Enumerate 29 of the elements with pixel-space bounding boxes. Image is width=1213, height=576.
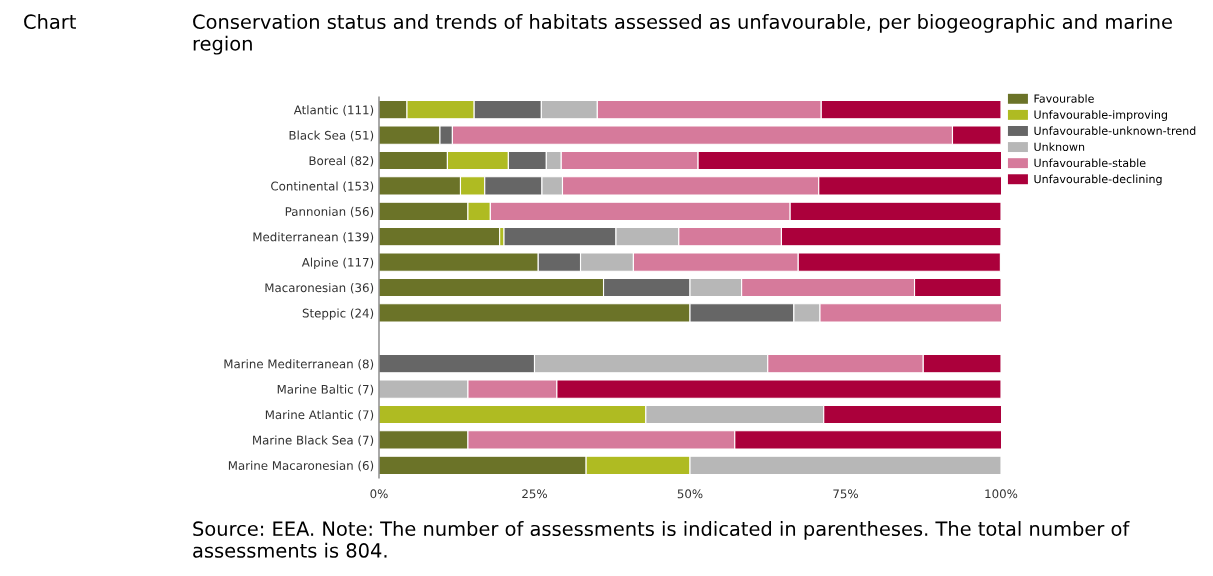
y-tick-label: Marine Atlantic (7) (265, 410, 374, 421)
y-tick-label: Boreal (82) (309, 156, 374, 167)
y-tick-label: Continental (153) (271, 181, 374, 192)
y-tick-label: Alpine (117) (301, 257, 374, 270)
y-tick-label: Marine Macaronesian (6) (228, 460, 374, 472)
legend-label: Favourable (1034, 94, 1094, 103)
y-tick-label: Black Sea (51) (289, 130, 374, 142)
y-tick-label: Steppic (24) (302, 308, 374, 320)
y-tick-label: Atlantic (111) (293, 105, 374, 116)
chart-title: Conservation status and trends of habitats assessed as unfavourable, per biogeographic and marine region (193, 14, 1172, 55)
y-tick-label: Pannonian (56) (285, 206, 374, 218)
legend-label: Unfavourable-unknown-trend (1034, 126, 1196, 135)
x-tick-label: 50% (677, 489, 703, 499)
legend-label: Unknown (1034, 142, 1085, 152)
bar (379, 227, 501, 247)
x-tick-label: 0% (370, 489, 388, 499)
y-tick-label: Marine Baltic (7) (277, 384, 374, 396)
y-tick-label: Macaronesian (36) (265, 283, 374, 294)
y-tick-label: Marine Mediterranean (8) (224, 359, 374, 370)
source-note: Source: EEA. Note: The number of assessments is indicated in parentheses. The total number of assessments is 804. (193, 521, 1130, 558)
text: Chart (24, 14, 76, 30)
x-tick-label: 75% (833, 489, 858, 499)
legend-label: Unfavourable-stable (1034, 158, 1146, 168)
x-tick-label: 100% (985, 489, 1018, 499)
y-tick-label: Marine Black Sea (7) (253, 435, 374, 446)
legend-label: Unfavourable-declining (1034, 174, 1162, 186)
x-tick-label: 25% (522, 489, 547, 499)
y-tick-label: Mediterranean (139) (253, 232, 374, 243)
legend-label: Unfavourable-improving (1034, 110, 1167, 121)
